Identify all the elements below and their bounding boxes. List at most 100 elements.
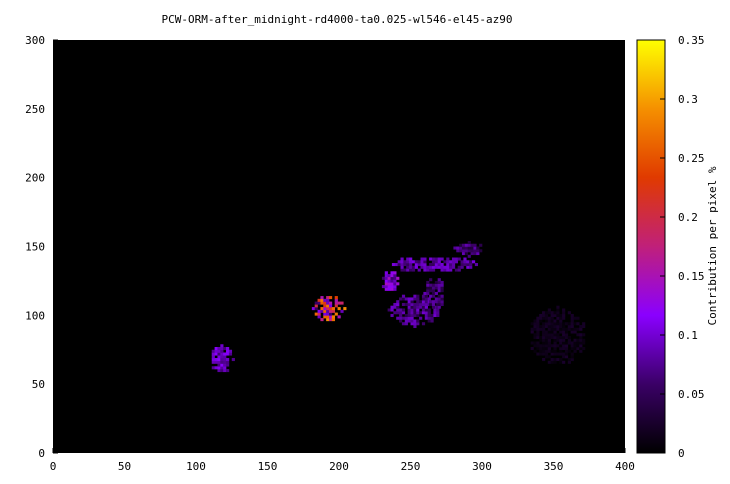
x-tick-label: 350 <box>544 460 564 473</box>
heatmap-cell <box>328 318 333 322</box>
heatmap-cell <box>553 311 557 315</box>
heatmap-cell <box>424 308 428 312</box>
heatmap-cell <box>559 358 563 362</box>
heatmap-cell <box>334 296 338 300</box>
heatmap-cell <box>536 316 540 320</box>
heatmap-cell <box>409 268 413 272</box>
region-large-island-head <box>381 271 400 291</box>
heatmap-cell <box>553 322 557 326</box>
heatmap-cell <box>407 311 411 315</box>
heatmap-cell <box>550 311 554 315</box>
heatmap-cell <box>337 315 341 319</box>
heatmap-cell <box>334 298 338 302</box>
heatmap-cell <box>559 335 563 340</box>
heatmap-cell <box>544 355 549 359</box>
heatmap-cell <box>326 304 330 308</box>
heatmap-cell <box>416 302 420 306</box>
heatmap-cell <box>384 285 388 289</box>
heatmap-cell <box>226 363 230 367</box>
heatmap-cell <box>413 311 417 315</box>
heatmap-cell <box>381 285 386 289</box>
heatmap-cell <box>334 301 338 305</box>
heatmap-cell <box>211 358 215 362</box>
heatmap-cell <box>559 352 563 356</box>
heatmap-cell <box>387 285 391 289</box>
heatmap-cell <box>331 309 336 313</box>
heatmap-cell <box>556 358 560 362</box>
region-large-island-tip <box>453 240 483 258</box>
heatmap-cell <box>550 319 554 323</box>
heatmap-cell <box>570 327 574 331</box>
heatmap-cell <box>559 322 563 326</box>
heatmap-cell <box>433 313 437 318</box>
heatmap-cell <box>417 260 421 264</box>
heatmap-cell <box>539 316 543 320</box>
heatmap-cell <box>337 301 341 305</box>
heatmap-cell <box>547 319 551 323</box>
heatmap-cell <box>413 308 417 312</box>
heatmap-cell <box>553 313 557 318</box>
heatmap-cell <box>424 305 428 309</box>
region-large-island-ridge <box>391 257 479 272</box>
heatmap-cell <box>328 315 333 319</box>
heatmap-cell <box>429 268 433 272</box>
heatmap-cell <box>530 341 534 345</box>
heatmap-cell <box>570 352 574 356</box>
heatmap-cell <box>582 338 586 342</box>
heatmap-cell <box>542 352 546 356</box>
heatmap-cell <box>536 327 540 331</box>
heatmap-cell <box>564 335 569 340</box>
heatmap-cell <box>401 316 406 320</box>
heatmap-cell <box>424 302 428 306</box>
heatmap-cell <box>223 352 227 356</box>
heatmap-cell <box>217 349 221 353</box>
heatmap-cell <box>431 268 436 272</box>
heatmap-cell <box>331 315 336 319</box>
colorbar-tick-label: 0.25 <box>678 152 705 165</box>
heatmap-cell <box>403 263 407 267</box>
heatmap-cell <box>547 346 551 351</box>
heatmap-cell <box>328 312 333 316</box>
heatmap-cell <box>544 316 549 320</box>
heatmap-cell <box>404 313 408 318</box>
heatmap-cell <box>556 333 560 337</box>
heatmap-cell <box>410 319 414 323</box>
heatmap-cell <box>401 311 406 315</box>
heatmap-cell <box>533 322 537 326</box>
chart-title: PCW-ORM-after_midnight-rd4000-ta0.025-wl… <box>162 13 513 26</box>
heatmap-cell <box>550 360 554 364</box>
heatmap-cell <box>404 322 408 326</box>
heatmap-cell <box>231 358 235 362</box>
heatmap-cell <box>326 318 330 322</box>
heatmap-cell <box>570 322 574 326</box>
heatmap-cell <box>326 315 330 319</box>
heatmap-cell <box>326 301 330 305</box>
heatmap-cell <box>544 330 549 334</box>
heatmap-cell <box>542 333 546 337</box>
x-tick-label: 200 <box>329 460 349 473</box>
heatmap-cell <box>579 349 583 353</box>
heatmap-cell <box>220 363 224 367</box>
heatmap-cell <box>399 297 403 301</box>
heatmap-cell <box>567 341 571 345</box>
heatmap-cell <box>536 352 540 356</box>
heatmap-cell <box>562 344 566 348</box>
heatmap-cell <box>431 265 436 269</box>
heatmap-cell <box>440 257 444 261</box>
heatmap-cell <box>579 335 583 340</box>
heatmap-cell <box>473 252 477 256</box>
heatmap-cell <box>404 316 408 320</box>
heatmap-cell <box>421 297 426 301</box>
heatmap-cell <box>559 346 563 351</box>
heatmap-cell <box>570 355 574 359</box>
heatmap-cell <box>451 257 456 261</box>
heatmap-cell <box>328 296 333 300</box>
heatmap-cell <box>414 260 418 264</box>
heatmap-cell <box>437 300 441 304</box>
heatmap-cell <box>217 363 221 367</box>
heatmap-cell <box>570 324 574 329</box>
heatmap-cell <box>471 260 476 264</box>
heatmap-cell <box>220 369 224 373</box>
heatmap-cell <box>416 294 420 298</box>
heatmap-cell <box>384 276 388 280</box>
